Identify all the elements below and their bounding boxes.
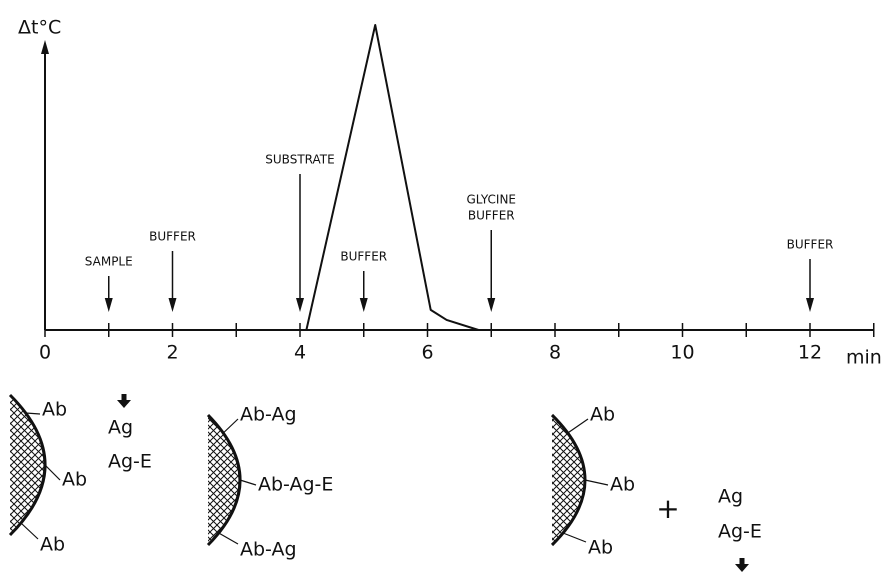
bond bbox=[567, 418, 589, 434]
annotation-arrowhead bbox=[296, 298, 304, 312]
x-tick-label: 12 bbox=[798, 342, 822, 364]
signal-line bbox=[45, 24, 874, 331]
annotation-label: BUFFER bbox=[340, 250, 387, 264]
bond bbox=[218, 532, 239, 545]
x-tick-label: 2 bbox=[166, 342, 178, 364]
free-label: Ag-E bbox=[718, 521, 762, 543]
annotation-label: SUBSTRATE bbox=[265, 153, 334, 167]
bond bbox=[44, 464, 61, 481]
surface-label: Ab bbox=[40, 534, 65, 556]
bond bbox=[584, 479, 609, 486]
surface-label: Ab-Ag-E bbox=[258, 474, 333, 496]
annotation-label: GLYCINE bbox=[466, 193, 516, 207]
annotation-arrowhead bbox=[806, 298, 814, 312]
bond bbox=[20, 522, 39, 540]
bond bbox=[25, 412, 41, 415]
bond bbox=[222, 418, 239, 434]
x-tick-label: 10 bbox=[670, 342, 694, 364]
x-tick-label: 8 bbox=[549, 342, 561, 364]
annotation-arrowhead bbox=[487, 298, 496, 312]
annotation-label: BUFFER bbox=[787, 238, 834, 252]
annotation-arrowhead bbox=[359, 298, 368, 312]
surface-label: Ab-Ag bbox=[240, 539, 297, 561]
annotation-label: BUFFER bbox=[468, 209, 515, 223]
bond bbox=[562, 532, 587, 543]
surface-label: Ab bbox=[590, 404, 615, 426]
flow-arrow-stem bbox=[739, 558, 745, 565]
x-tick-label: 0 bbox=[39, 342, 51, 364]
bead-edge bbox=[206, 413, 242, 547]
operator: + bbox=[656, 492, 679, 525]
flow-arrow-head bbox=[117, 400, 131, 408]
flow-arrow-stem bbox=[121, 394, 127, 401]
free-label: Ag-E bbox=[108, 451, 152, 473]
x-tick-label: 6 bbox=[421, 342, 433, 364]
y-axis-label: Δt°C bbox=[18, 17, 61, 39]
annotation-label: BUFFER bbox=[149, 230, 196, 244]
surface-label: Ab bbox=[42, 399, 67, 421]
surface-label: Ab-Ag bbox=[240, 404, 297, 426]
surface-label: Ab bbox=[610, 474, 635, 496]
annotation-arrowhead bbox=[104, 298, 113, 312]
surface-label: Ab bbox=[62, 469, 87, 491]
y-axis-arrow bbox=[41, 40, 49, 54]
surface-label: Ab bbox=[588, 537, 613, 559]
bead-edge bbox=[550, 413, 587, 547]
annotation-label: SAMPLE bbox=[85, 255, 133, 269]
x-axis-label: min bbox=[846, 347, 882, 369]
x-tick-label: 4 bbox=[294, 342, 306, 364]
free-label: Ag bbox=[108, 417, 133, 439]
annotation-arrowhead bbox=[168, 298, 177, 312]
bond bbox=[239, 479, 257, 486]
flow-arrow-head bbox=[735, 564, 749, 572]
free-label: Ag bbox=[718, 486, 743, 508]
